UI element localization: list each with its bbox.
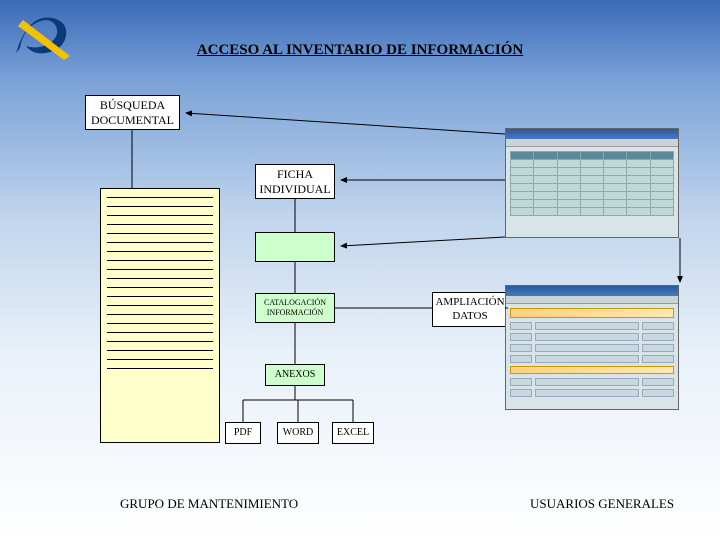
doclist-line [107, 251, 213, 252]
footer-grupo: GRUPO DE MANTENIMIENTO [120, 496, 298, 512]
box-busqueda-label: BÚSQUEDA DOCUMENTAL [91, 98, 174, 127]
doclist-line [107, 260, 213, 261]
box-ampliacion-label: AMPLIACIÓN DATOS [435, 296, 504, 322]
box-word: WORD [277, 422, 319, 444]
agency-logo [8, 8, 78, 63]
doclist-line [107, 269, 213, 270]
doclist-line [107, 197, 213, 198]
footer-usuarios: USUARIOS GENERALES [530, 496, 674, 512]
doclist-line [107, 224, 213, 225]
box-busqueda: BÚSQUEDA DOCUMENTAL [85, 95, 180, 130]
screenshot-agencia-tributaria [505, 285, 679, 410]
box-anexos-label: ANEXOS [275, 369, 316, 381]
doclist-line [107, 314, 213, 315]
doclist-line [107, 341, 213, 342]
doclist-line [107, 296, 213, 297]
doclist-line [107, 350, 213, 351]
box-catalog: CATALOGACIÓN INFORMACIÓN [255, 293, 335, 323]
doclist-line [107, 206, 213, 207]
doclist-line [107, 242, 213, 243]
box-word-label: WORD [283, 427, 314, 439]
page-title: ACCESO AL INVENTARIO DE INFORMACIÓN [197, 42, 523, 59]
box-pdf: PDF [225, 422, 261, 444]
doclist-line [107, 359, 213, 360]
doclist-line [107, 323, 213, 324]
box-ficha: FICHA INDIVIDUAL [255, 164, 335, 199]
box-excel-label: EXCEL [337, 427, 369, 439]
doclist-line [107, 215, 213, 216]
doclist-line [107, 305, 213, 306]
box-catalog-label: CATALOGACIÓN INFORMACIÓN [264, 298, 326, 317]
doclist-line [107, 332, 213, 333]
box-ficha-label: FICHA INDIVIDUAL [259, 167, 330, 196]
doclist-line [107, 233, 213, 234]
box-anexos: ANEXOS [265, 364, 325, 386]
screenshot-table-app [505, 128, 679, 238]
box-doclist [100, 188, 220, 443]
doclist-line [107, 368, 213, 369]
doclist-line [107, 278, 213, 279]
box-green-blank [255, 232, 335, 262]
box-pdf-label: PDF [234, 427, 252, 439]
box-excel: EXCEL [332, 422, 374, 444]
doclist-line [107, 287, 213, 288]
box-ampliacion: AMPLIACIÓN DATOS [432, 292, 508, 327]
